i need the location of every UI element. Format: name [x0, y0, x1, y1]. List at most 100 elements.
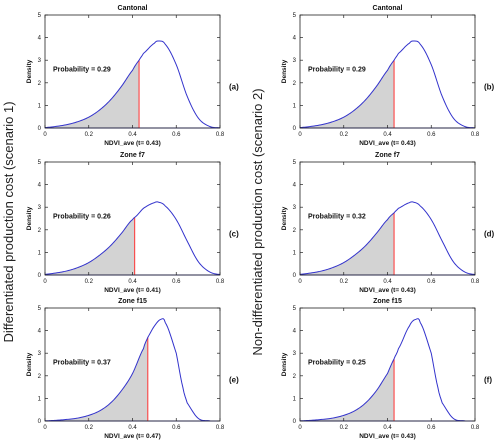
- x-tick-label: 0.2: [340, 132, 349, 138]
- y-tick-label: 0: [38, 273, 42, 279]
- x-axis-label: NDVI_ave (t= 0.43): [359, 140, 416, 147]
- y-tick-label: 3: [293, 58, 297, 64]
- x-tick-label: 0.8: [216, 279, 225, 285]
- x-tick-label: 0.8: [216, 425, 225, 431]
- panel-title: Zone f7: [375, 152, 400, 159]
- probability-label: Probability = 0.37: [53, 360, 111, 367]
- y-tick-label: 2: [293, 228, 297, 234]
- x-tick-label: 0.2: [340, 425, 349, 431]
- x-tick-label: 0.2: [85, 279, 94, 285]
- probability-label: Probability = 0.32: [308, 214, 366, 221]
- x-tick-label: 0.4: [128, 279, 137, 285]
- y-tick-label: 0: [38, 419, 42, 425]
- x-tick-label: 0: [43, 425, 47, 431]
- x-tick-label: 0: [43, 132, 47, 138]
- y-tick-label: 4: [293, 36, 297, 42]
- x-tick-label: 0.6: [172, 425, 181, 431]
- probability-area: [45, 337, 148, 421]
- y-axis-label: Density: [26, 206, 33, 230]
- y-axis-label: Density: [281, 59, 288, 83]
- x-tick-label: 0.6: [172, 279, 181, 285]
- x-tick-label: 0.4: [383, 425, 392, 431]
- probability-label: Probability = 0.29: [53, 67, 111, 74]
- panel-title: Zone f7: [120, 152, 145, 159]
- y-tick-label: 5: [293, 13, 297, 19]
- chart-panel-2: 0 0.2 0.4 0.6 0.8 0 1 2 3 4 5 Cantonal NDVI_ave (t= …: [281, 5, 495, 147]
- x-tick-label: 0: [298, 425, 302, 431]
- y-tick-label: 5: [38, 13, 42, 19]
- x-axis-label: NDVI_ave (t= 0.43): [359, 433, 416, 440]
- y-tick-label: 5: [38, 306, 42, 312]
- chart-panel-1: 0 0.2 0.4 0.6 0.8 0 1 2 3 4 5 Cantonal NDVI_ave (t= …: [26, 5, 239, 147]
- x-tick-label: 0.4: [128, 425, 137, 431]
- chart-panel-5: 0 0.2 0.4 0.6 0.8 0 1 2 3 4 5 Zone f15 NDVI_ave (t= …: [26, 298, 239, 440]
- panel-letter: (e): [229, 376, 239, 385]
- y-axis-label: Density: [26, 59, 33, 83]
- y-tick-label: 4: [38, 36, 42, 42]
- x-tick-label: 0: [298, 132, 302, 138]
- y-tick-label: 2: [38, 228, 42, 234]
- y-tick-label: 5: [293, 160, 297, 166]
- probability-area: [300, 212, 395, 275]
- density-curve: [299, 40, 476, 129]
- y-tick-label: 3: [293, 351, 297, 357]
- y-tick-label: 0: [293, 126, 297, 132]
- x-tick-label: 0.8: [471, 425, 480, 431]
- y-tick-label: 5: [38, 160, 42, 166]
- panel-title: Cantonal: [373, 5, 403, 12]
- x-axis-label: NDVI_ave (t= 0.43): [359, 287, 416, 294]
- panel-letter: (a): [229, 83, 239, 92]
- y-tick-label: 1: [38, 103, 42, 109]
- x-tick-label: 0.6: [427, 425, 436, 431]
- y-tick-label: 2: [38, 374, 42, 380]
- probability-area: [45, 217, 135, 275]
- y-tick-label: 4: [293, 183, 297, 189]
- probability-area: [45, 60, 140, 129]
- panel-letter: (d): [484, 230, 495, 239]
- y-tick-label: 4: [38, 329, 42, 335]
- density-curve: [44, 40, 221, 129]
- y-tick-label: 5: [293, 306, 297, 312]
- left-row-label: Differentiated production cost (scenario…: [1, 101, 16, 342]
- density-curve: [299, 318, 475, 422]
- right-row-label: Non-differentiated production cost (scen…: [250, 88, 265, 355]
- x-tick-label: 0.6: [172, 132, 181, 138]
- y-tick-label: 1: [293, 250, 297, 256]
- panel-title: Zone f15: [118, 298, 147, 305]
- probability-area: [300, 358, 395, 421]
- y-axis-label: Density: [281, 206, 288, 230]
- x-tick-label: 0.4: [383, 132, 392, 138]
- x-tick-label: 0.6: [427, 279, 436, 285]
- x-tick-label: 0.8: [471, 279, 480, 285]
- y-tick-label: 0: [38, 126, 42, 132]
- y-tick-label: 3: [293, 205, 297, 211]
- x-axis-label: NDVI_ave (t= 0.47): [104, 433, 161, 440]
- y-tick-label: 4: [293, 329, 297, 335]
- probability-label: Probability = 0.25: [308, 360, 366, 367]
- y-tick-label: 2: [293, 81, 297, 87]
- chart-panels: 0 0.2 0.4 0.6 0.8 0 1 2 3 4 5 Cantonal NDVI_ave (t= …: [26, 5, 495, 440]
- x-tick-label: 0.2: [85, 425, 94, 431]
- x-tick-label: 0: [43, 279, 47, 285]
- y-tick-label: 3: [38, 351, 42, 357]
- y-tick-label: 0: [293, 273, 297, 279]
- y-tick-label: 1: [38, 250, 42, 256]
- x-tick-label: 0.2: [85, 132, 94, 138]
- panel-title: Cantonal: [118, 5, 148, 12]
- panel-title: Zone f15: [373, 298, 402, 305]
- probability-area: [300, 60, 395, 129]
- x-tick-label: 0.8: [216, 132, 225, 138]
- y-tick-label: 1: [293, 396, 297, 402]
- x-tick-label: 0: [298, 279, 302, 285]
- y-tick-label: 3: [38, 205, 42, 211]
- panel-letter: (c): [229, 230, 239, 239]
- x-axis-label: NDVI_ave (t= 0.41): [104, 287, 161, 294]
- probability-label: Probability = 0.26: [53, 214, 111, 221]
- x-tick-label: 0.4: [128, 132, 137, 138]
- y-tick-label: 1: [38, 396, 42, 402]
- probability-label: Probability = 0.29: [308, 67, 366, 74]
- y-tick-label: 1: [293, 103, 297, 109]
- density-curve: [44, 318, 220, 422]
- y-tick-label: 2: [38, 81, 42, 87]
